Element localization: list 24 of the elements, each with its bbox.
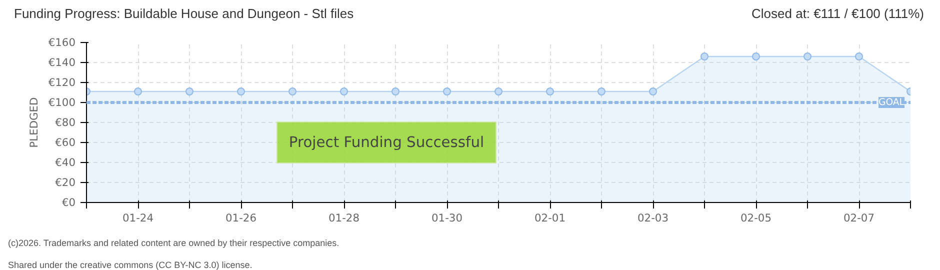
text: (c)2026. Trademarks and related content are owned by their respective companies.	[8, 237, 340, 249]
x-tick-label: 02-01	[534, 212, 566, 224]
chart-title: Funding Progress: Buildable House and Dungeon - Stl files	[14, 5, 354, 23]
y-tick-label: €40	[55, 156, 76, 169]
ref-line-label: GOAL	[878, 97, 906, 108]
x-tick-label: 01-28	[328, 212, 360, 224]
y-axis-title: PLEDGED	[27, 97, 40, 148]
x-tick-label: 01-26	[226, 212, 257, 224]
y-tick-label: €0	[62, 196, 76, 209]
text: Shared under the creative commons (CC BY-NC 3.0) license.	[8, 259, 252, 270]
x-tick-label: 01-24	[122, 212, 154, 224]
x-tick-label: 02-05	[740, 212, 772, 224]
annotation: Project Funding Successful	[288, 134, 484, 151]
y-tick-label: €140	[48, 56, 76, 69]
y-tick-label: €60	[55, 136, 76, 149]
y-tick-label: €160	[48, 36, 76, 49]
x-tick-label: 02-07	[844, 212, 874, 224]
y-tick-label: €80	[55, 116, 76, 129]
chart-subtitle: Closed at: €111 / €100 (111%)	[752, 5, 924, 23]
x-tick-label: 02-03	[638, 212, 668, 224]
y-tick-label: €120	[48, 76, 76, 89]
x-tick-label: 01-30	[432, 212, 463, 224]
y-tick-label: €100	[48, 96, 76, 109]
y-tick-label: €20	[55, 176, 76, 189]
